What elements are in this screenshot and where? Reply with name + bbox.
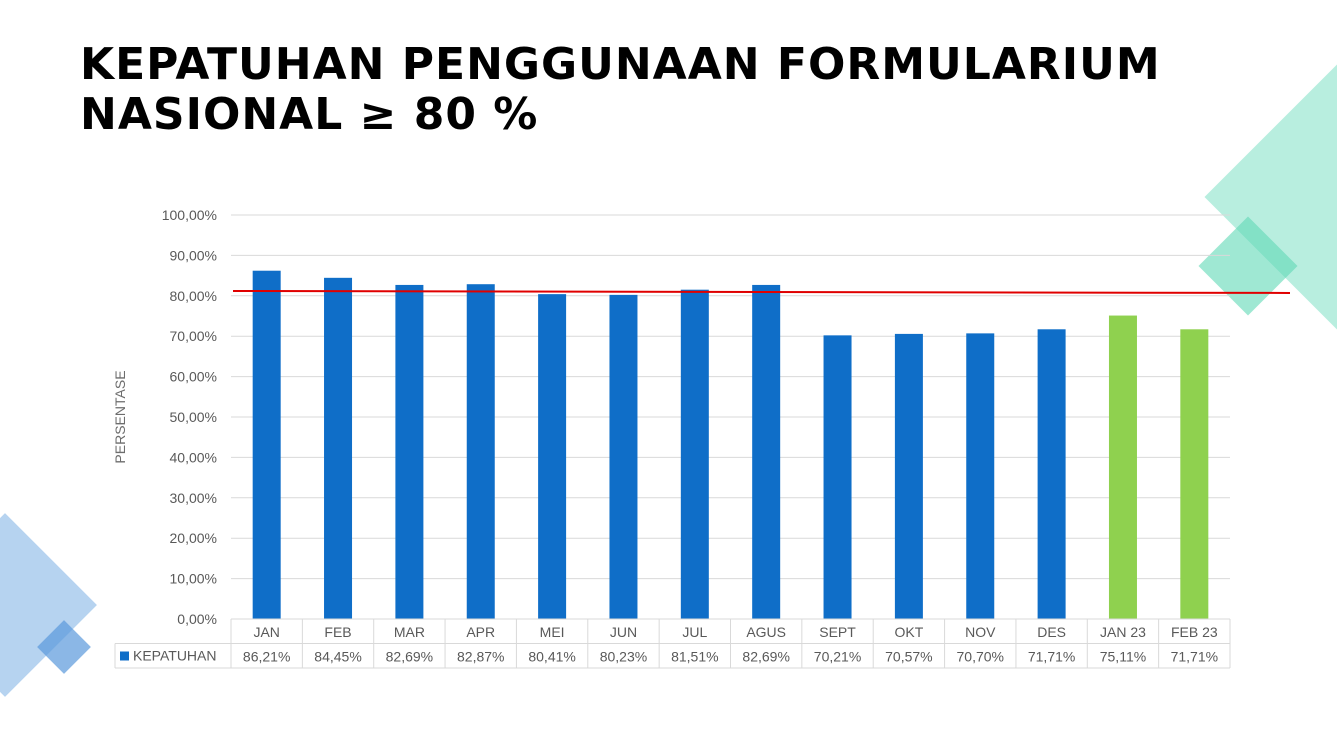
value-label: 80,23% bbox=[600, 649, 647, 665]
bar bbox=[1108, 315, 1137, 619]
category-label: FEB 23 bbox=[1171, 624, 1218, 640]
slide-title-line-2: NASIONAL ≥ 80 % bbox=[80, 89, 539, 140]
value-label: 86,21% bbox=[243, 649, 290, 665]
slide-title-line-1: KEPATUHAN PENGGUNAAN FORMULARIUM bbox=[80, 39, 1161, 90]
bar bbox=[395, 284, 424, 619]
value-label: 84,45% bbox=[314, 649, 361, 665]
category-label: OKT bbox=[895, 624, 924, 640]
value-label: 75,11% bbox=[1100, 649, 1146, 665]
y-tick-label: 70,00% bbox=[170, 328, 217, 344]
y-tick-label: 10,00% bbox=[170, 571, 217, 587]
y-axis-label: PERSENTASE bbox=[112, 370, 128, 463]
value-label: 70,57% bbox=[885, 649, 932, 665]
bar bbox=[752, 284, 781, 619]
value-label: 82,69% bbox=[386, 649, 433, 665]
chart-bars bbox=[252, 270, 1209, 619]
bar bbox=[1180, 329, 1209, 619]
bar bbox=[1037, 329, 1066, 619]
bar bbox=[538, 294, 567, 619]
y-tick-label: 80,00% bbox=[170, 288, 217, 304]
value-label: 71,71% bbox=[1028, 649, 1075, 665]
data-table: KEPATUHAN JAN 86,21% FEB 84,45% MAR 82,69% APR 8… bbox=[114, 618, 1231, 669]
chart-y-tick-labels: 0,00% 10,00% 20,00% 30,00% 40,00% 50,00% 60,00… bbox=[162, 207, 217, 627]
y-tick-label: 40,00% bbox=[170, 449, 217, 465]
bar bbox=[894, 333, 923, 619]
value-label: 82,87% bbox=[457, 649, 504, 665]
category-label: NOV bbox=[965, 624, 996, 640]
category-label: JAN 23 bbox=[1100, 624, 1146, 640]
bar bbox=[466, 284, 495, 619]
y-tick-label: 100,00% bbox=[162, 207, 217, 223]
y-tick-label: 90,00% bbox=[170, 247, 217, 263]
value-label: 82,69% bbox=[742, 649, 789, 665]
category-label: MEI bbox=[540, 624, 565, 640]
y-tick-label: 50,00% bbox=[170, 409, 217, 425]
category-label: JUL bbox=[682, 624, 707, 640]
bar bbox=[609, 294, 638, 619]
value-label: 81,51% bbox=[671, 649, 718, 665]
bar bbox=[324, 277, 353, 619]
bar bbox=[966, 333, 995, 619]
target-line bbox=[232, 289, 1291, 294]
y-tick-label: 0,00% bbox=[177, 611, 217, 627]
bar bbox=[823, 335, 852, 619]
legend-swatch bbox=[120, 651, 129, 661]
legend-series-name: KEPATUHAN bbox=[133, 648, 217, 664]
category-label: AGUS bbox=[746, 624, 786, 640]
y-tick-label: 60,00% bbox=[170, 369, 217, 385]
slide-title: KEPATUHAN PENGGUNAAN FORMULARIUM NASIONA… bbox=[80, 40, 1161, 140]
value-label: 71,71% bbox=[1171, 649, 1218, 665]
value-label: 70,70% bbox=[957, 649, 1004, 665]
bar bbox=[252, 270, 281, 619]
y-tick-label: 30,00% bbox=[170, 490, 217, 506]
value-label: 80,41% bbox=[528, 649, 575, 665]
category-label: JAN bbox=[253, 624, 279, 640]
category-label: FEB bbox=[324, 624, 351, 640]
category-label: SEPT bbox=[819, 624, 856, 640]
category-label: MAR bbox=[394, 624, 425, 640]
bar bbox=[680, 289, 709, 619]
y-tick-label: 20,00% bbox=[170, 530, 217, 546]
category-label: DES bbox=[1037, 624, 1066, 640]
category-label: APR bbox=[466, 624, 495, 640]
chart-gridlines bbox=[231, 214, 1230, 620]
value-label: 70,21% bbox=[814, 649, 861, 665]
category-label: JUN bbox=[610, 624, 637, 640]
